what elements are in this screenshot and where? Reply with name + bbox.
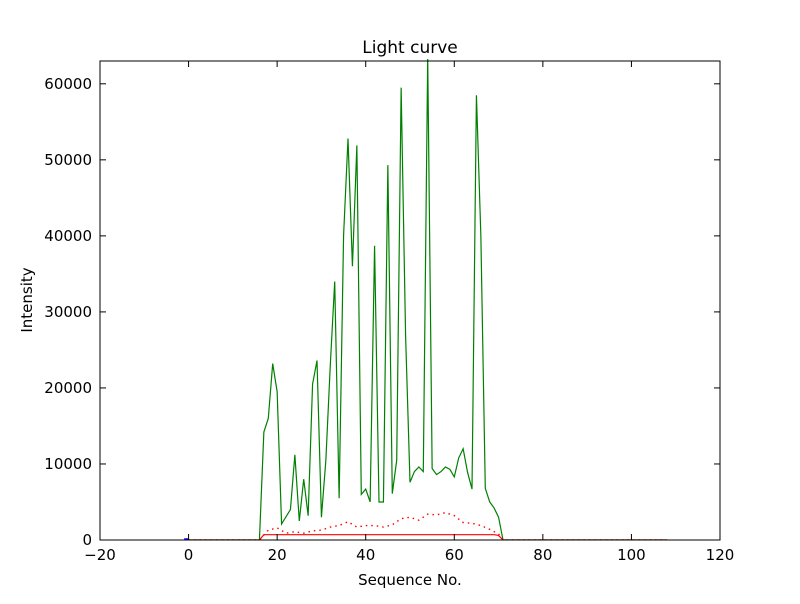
y-tick-label: 10000 <box>44 455 92 473</box>
y-tick-label: 50000 <box>44 151 92 169</box>
x-tick-label: 40 <box>356 546 375 564</box>
y-tick-label: 30000 <box>44 303 92 321</box>
y-tick-label: 0 <box>82 531 92 549</box>
plot-area <box>184 59 667 540</box>
x-tick-label: 80 <box>533 546 552 564</box>
y-tick-label: 20000 <box>44 379 92 397</box>
y-axis-label: Intensity <box>18 267 36 332</box>
y-tick-label: 40000 <box>44 227 92 245</box>
axis-ticks: −20 0 20 40 60 80 100 1200100002000030000400005… <box>44 61 734 564</box>
x-axis-label: Sequence No. <box>358 571 462 589</box>
x-tick-label: −20 <box>84 546 116 564</box>
x-tick-label: 120 <box>706 546 735 564</box>
plot-frame <box>99 60 721 541</box>
x-tick-label: 20 <box>268 546 287 564</box>
x-tick-label: 60 <box>445 546 464 564</box>
y-tick-label: 60000 <box>44 75 92 93</box>
chart-title: Light curve <box>362 38 457 58</box>
x-tick-label: 100 <box>617 546 646 564</box>
series-line-3 <box>188 511 667 540</box>
x-tick-label: 0 <box>184 546 194 564</box>
series-line-4 <box>188 534 667 540</box>
series-line-2 <box>188 59 667 540</box>
